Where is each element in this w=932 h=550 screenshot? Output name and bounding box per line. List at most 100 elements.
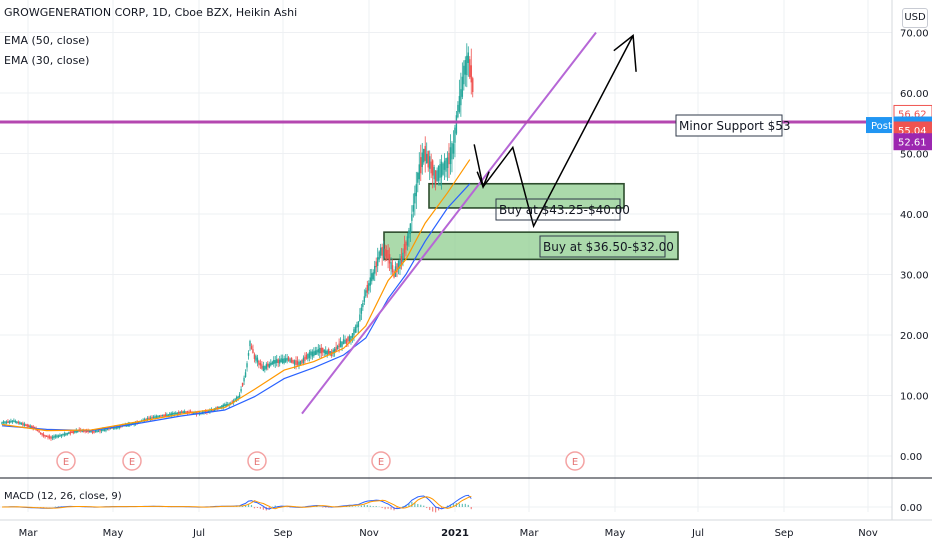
candle-body xyxy=(332,349,334,354)
candle-body xyxy=(427,151,429,168)
candle-body xyxy=(449,147,452,165)
candle-body xyxy=(390,262,392,270)
candle-body xyxy=(460,89,462,106)
candle-body xyxy=(250,346,253,350)
candle-body xyxy=(387,249,389,259)
candle-body xyxy=(308,352,311,358)
x-tick-label: Mar xyxy=(19,528,39,539)
candle-body xyxy=(280,358,282,363)
candle-body xyxy=(161,414,164,417)
candle-body xyxy=(154,416,156,419)
candle-body xyxy=(442,163,444,175)
candle-body xyxy=(75,430,77,433)
candle-body xyxy=(268,363,270,368)
candle-body xyxy=(81,430,83,433)
candle-body xyxy=(310,351,312,356)
buy-zone-label-2: Buy at $36.50-$32.00 xyxy=(543,240,674,254)
candle-body xyxy=(99,429,101,432)
ema-50-legend[interactable]: EMA (50, close) xyxy=(4,34,90,47)
candle-body xyxy=(381,246,383,256)
candle-body xyxy=(29,425,31,428)
candle-body xyxy=(108,427,110,430)
ema-30-line xyxy=(1,159,471,432)
candle-body xyxy=(258,360,260,365)
buy-zones[interactable] xyxy=(383,182,679,261)
candle-body xyxy=(172,412,174,415)
candle-body xyxy=(368,283,370,291)
candle-body xyxy=(237,396,239,399)
candle-body xyxy=(221,405,223,409)
candle-body xyxy=(227,404,229,406)
candle-body xyxy=(323,349,325,353)
candle-body xyxy=(388,254,391,264)
ema-30-legend[interactable]: EMA (30, close) xyxy=(4,54,90,67)
candle-body xyxy=(212,409,214,412)
earnings-marker-label: E xyxy=(129,457,135,468)
candle-body xyxy=(436,170,438,181)
price-label: 56.62 xyxy=(898,109,927,120)
candle-body xyxy=(469,59,471,78)
candle-body xyxy=(10,420,12,423)
candle-body xyxy=(7,421,9,423)
candle-body xyxy=(225,404,227,407)
candle-body xyxy=(325,350,327,355)
candle-body xyxy=(420,157,422,174)
candle-body xyxy=(57,435,60,438)
candle-body xyxy=(19,422,21,424)
candle-body xyxy=(210,409,213,412)
candle-body xyxy=(53,435,55,439)
candle-body xyxy=(74,431,76,433)
candle-body xyxy=(133,422,135,425)
y-tick-label: 60.00 xyxy=(900,89,929,100)
candle-body xyxy=(421,152,423,168)
candle-body xyxy=(443,160,446,170)
candle-body xyxy=(23,423,25,426)
candle-body xyxy=(167,414,170,416)
candle-body xyxy=(347,336,349,342)
candle-body xyxy=(94,430,97,433)
currency-button[interactable]: USD xyxy=(902,8,928,28)
candle-body xyxy=(396,263,398,273)
x-tick-label: Nov xyxy=(858,528,878,539)
candle-body xyxy=(68,432,70,435)
candle-body xyxy=(178,412,180,414)
macd-y-tick: 0.00 xyxy=(900,503,922,514)
drawings[interactable]: Minor Support $53 Buy at $43.25-$40.00 Buy… xyxy=(0,31,892,415)
candle-body xyxy=(17,421,20,424)
price-label-box xyxy=(893,133,932,151)
candle-body xyxy=(437,165,440,181)
candle-body xyxy=(382,248,385,258)
candle-body xyxy=(109,427,112,430)
x-tick-label: Jul xyxy=(691,528,704,539)
candle-body xyxy=(130,423,132,425)
candle-body xyxy=(222,404,224,407)
candle-body xyxy=(341,341,343,347)
candle-body xyxy=(56,435,58,438)
candle-body xyxy=(14,420,17,423)
candle-body xyxy=(296,360,299,365)
earnings-marker xyxy=(56,451,76,471)
candle-body xyxy=(22,423,24,425)
candle-body xyxy=(13,420,15,422)
candle-body xyxy=(316,350,318,355)
candle-body xyxy=(428,156,431,169)
earnings-marker-label: E xyxy=(254,457,260,468)
candle-body xyxy=(400,256,403,264)
macd-legend[interactable]: MACD (12, 26, close, 9) xyxy=(4,491,122,502)
candle-body xyxy=(273,359,275,365)
candle-body xyxy=(418,164,420,180)
candle-body xyxy=(301,359,303,364)
candle-body xyxy=(182,411,184,414)
candle-body xyxy=(406,236,409,246)
candle-body xyxy=(408,230,410,239)
x-tick-label: Nov xyxy=(359,528,379,539)
candle-body xyxy=(464,60,467,75)
candle-body xyxy=(402,252,404,263)
candle-body xyxy=(457,104,459,118)
candle-body xyxy=(369,277,371,286)
y-tick-label: 0.00 xyxy=(900,452,922,463)
candle-body xyxy=(261,364,263,369)
earnings-marker xyxy=(122,451,142,471)
